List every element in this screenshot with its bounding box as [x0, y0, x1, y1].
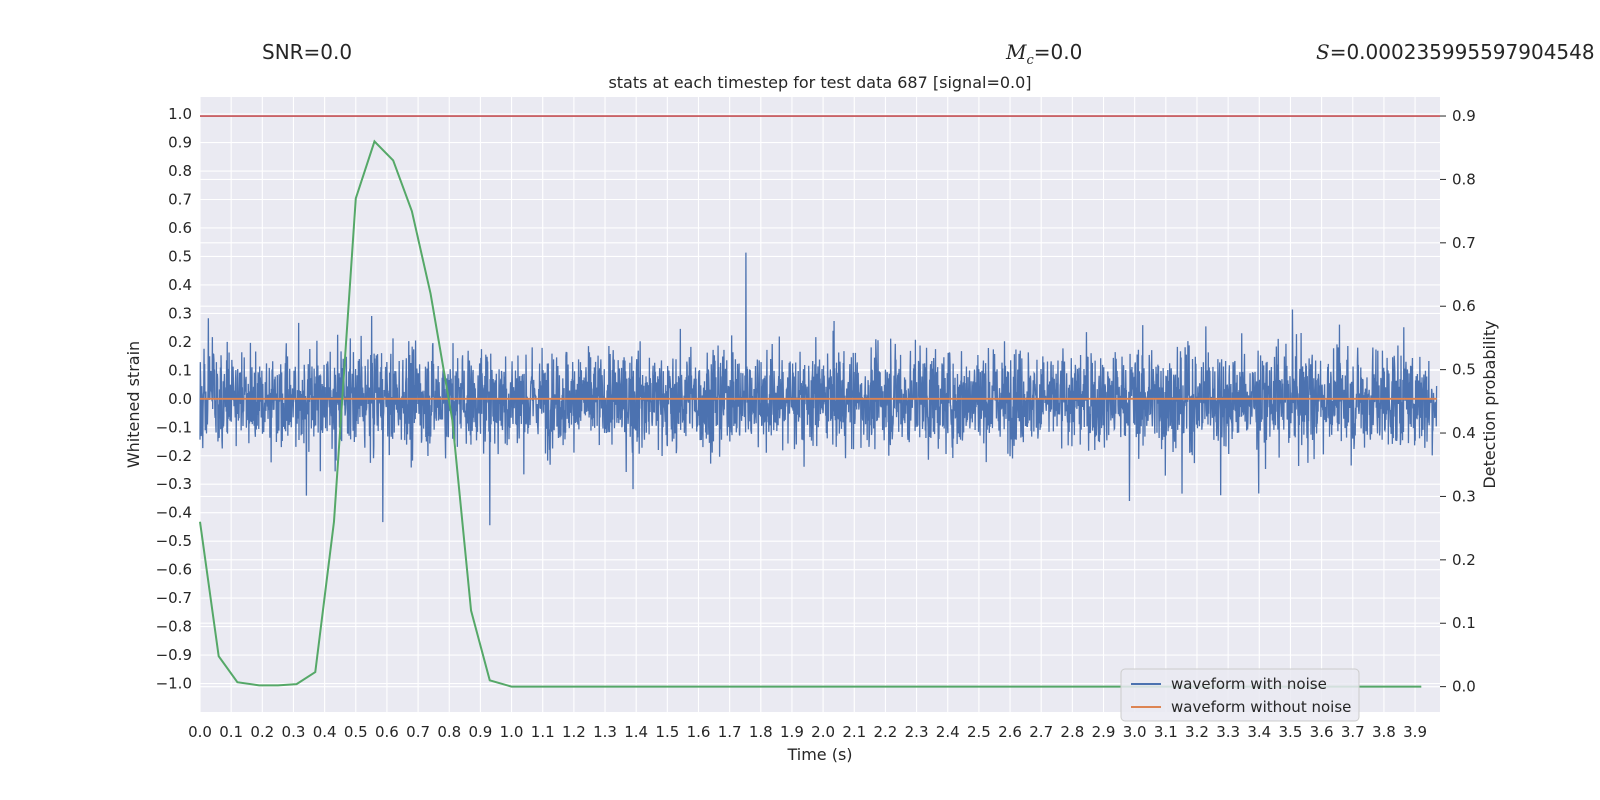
x-tick-label: 0.6 — [375, 723, 399, 741]
x-tick-label: 0.9 — [468, 723, 492, 741]
x-tick-label: 3.9 — [1403, 723, 1427, 741]
x-tick-label: 3.2 — [1185, 723, 1209, 741]
y-tick-label-left: −0.2 — [156, 447, 192, 465]
x-tick-label: 2.3 — [905, 723, 929, 741]
x-tick-label: 1.9 — [780, 723, 804, 741]
y-tick-label-right: 0.8 — [1452, 170, 1476, 188]
y-tick-label-right: 0.3 — [1452, 487, 1476, 505]
snr-text: SNR=0.0 — [262, 40, 353, 64]
x-tick-label: 3.6 — [1310, 723, 1334, 741]
x-tick-label: 3.8 — [1372, 723, 1396, 741]
x-tick-label: 0.1 — [219, 723, 243, 741]
y-tick-label-left: 0.1 — [168, 361, 192, 379]
snr-label: SNR=0.0 — [262, 40, 352, 64]
x-tick-label: 2.4 — [936, 723, 960, 741]
mc-subscript: c — [1026, 53, 1034, 68]
x-tick-label: 3.7 — [1341, 723, 1365, 741]
x-tick-label: 2.7 — [1029, 723, 1053, 741]
y-tick-label-left: 0.0 — [168, 390, 192, 408]
x-axis-label: Time (s) — [786, 745, 852, 764]
x-tick-label: 0.3 — [282, 723, 306, 741]
x-tick-label: 1.6 — [687, 723, 711, 741]
y-tick-label-right: 0.5 — [1452, 361, 1476, 379]
y-tick-label-left: −0.1 — [156, 418, 192, 436]
x-tick-label: 0.2 — [250, 723, 274, 741]
y-tick-label-left: −0.3 — [156, 475, 192, 493]
s-symbol: S — [1316, 40, 1330, 64]
y-tick-label-left: 0.8 — [168, 162, 192, 180]
x-tick-label: 0.7 — [406, 723, 430, 741]
mc-symbol: M — [1006, 40, 1027, 64]
y-tick-label-left: 0.3 — [168, 304, 192, 322]
s-value: =0.000235995597904548 — [1329, 40, 1595, 64]
x-tick-label: 2.8 — [1060, 723, 1084, 741]
x-tick-label: 3.5 — [1279, 723, 1303, 741]
y-tick-label-left: −1.0 — [156, 675, 192, 693]
x-tick-label: 1.5 — [655, 723, 679, 741]
y-tick-label-right: 0.4 — [1452, 424, 1476, 442]
s-label: S=0.000235995597904548 — [1316, 40, 1595, 64]
y-tick-label-right: 0.1 — [1452, 614, 1476, 632]
x-tick-label: 1.8 — [749, 723, 773, 741]
x-tick-label: 1.7 — [718, 723, 742, 741]
x-tick-label: 0.4 — [313, 723, 337, 741]
series-detection-probability — [199, 139, 1422, 688]
y-tick-label-left: −0.4 — [156, 504, 192, 522]
legend-box — [1120, 668, 1360, 722]
x-tick-label: 1.4 — [624, 723, 648, 741]
y-tick-label-left: 0.5 — [168, 247, 192, 265]
y-tick-label-right: 0.9 — [1452, 107, 1476, 125]
y-tick-label-left: −0.6 — [156, 561, 192, 579]
y-tick-label-left: −0.8 — [156, 618, 192, 636]
y-tick-label-right: 0.6 — [1452, 297, 1476, 315]
chirp-mass-label: Mc=0.0 — [1006, 40, 1082, 68]
x-tick-label: 1.2 — [562, 723, 586, 741]
y-tick-label-left: 1.0 — [168, 105, 192, 123]
legend-label: waveform without noise — [1171, 698, 1351, 716]
x-tick-label: 3.3 — [1216, 723, 1240, 741]
x-tick-label: 2.2 — [873, 723, 897, 741]
y-tick-label-left: −0.7 — [156, 589, 192, 607]
y-tick-label-right: 0.7 — [1452, 234, 1476, 252]
y-tick-label-left: 0.2 — [168, 333, 192, 351]
y-tick-label-left: 0.4 — [168, 276, 192, 294]
x-tick-label: 3.0 — [1123, 723, 1147, 741]
y-tick-label-left: 0.9 — [168, 134, 192, 152]
x-tick-label: 3.4 — [1247, 723, 1271, 741]
y-tick-label-left: 0.7 — [168, 191, 192, 209]
y-tick-label-left: −0.9 — [156, 646, 192, 664]
x-tick-label: 0.5 — [344, 723, 368, 741]
x-tick-label: 3.1 — [1154, 723, 1178, 741]
x-tick-label: 0.0 — [188, 723, 212, 741]
y-tick-label-right: 0.0 — [1452, 678, 1476, 696]
x-tick-label: 2.9 — [1092, 723, 1116, 741]
y-tick-label-left: 0.6 — [168, 219, 192, 237]
y-axis-label-left: Whitened strain — [124, 341, 143, 468]
x-tick-label: 2.6 — [998, 723, 1022, 741]
x-tick-label: 2.5 — [967, 723, 991, 741]
x-tick-label: 1.3 — [593, 723, 617, 741]
x-tick-label: 0.8 — [437, 723, 461, 741]
mc-value: =0.0 — [1033, 40, 1083, 64]
y-tick-label-left: −0.5 — [156, 532, 192, 550]
x-tick-label: 1.0 — [500, 723, 524, 741]
y-tick-label-right: 0.2 — [1452, 551, 1476, 569]
x-tick-label: 1.1 — [531, 723, 555, 741]
series-waveform-with-noise — [199, 252, 1438, 526]
y-axis-label-right: Detection probability — [1480, 320, 1499, 488]
x-tick-label: 2.0 — [811, 723, 835, 741]
x-tick-label: 2.1 — [842, 723, 866, 741]
chart-title: stats at each timestep for test data 687… — [608, 73, 1031, 92]
legend-label: waveform with noise — [1171, 675, 1327, 693]
